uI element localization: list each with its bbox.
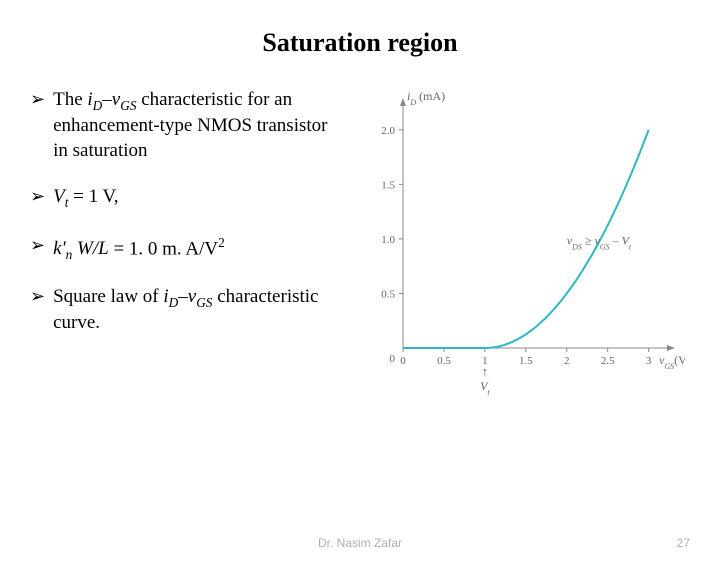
svg-text:2.0: 2.0 bbox=[381, 125, 395, 137]
bullet-marker-icon: ➢ bbox=[30, 88, 45, 111]
bullet-marker-icon: ➢ bbox=[30, 234, 45, 257]
svg-text:↑: ↑ bbox=[482, 364, 489, 379]
svg-text:0.5: 0.5 bbox=[437, 355, 451, 367]
svg-text:1.5: 1.5 bbox=[519, 355, 533, 367]
svg-text:vDS ≥ vGS – Vt: vDS ≥ vGS – Vt bbox=[567, 233, 632, 251]
bullet-list: ➢ The iD–vGS characteristic for an enhanc… bbox=[20, 88, 340, 398]
bullet-text: k'n W/L = 1. 0 m. A/V2 bbox=[53, 234, 340, 263]
chart-container: 00.511.522.530.51.01.52.00iD (mA)vGS(V)↑… bbox=[340, 88, 700, 398]
svg-text:iD (mA): iD (mA) bbox=[407, 89, 445, 107]
footer-page-number: 27 bbox=[677, 536, 690, 550]
footer-author: Dr. Nasim Zafar bbox=[0, 536, 720, 550]
svg-text:3: 3 bbox=[646, 355, 652, 367]
bullet-item: ➢ The iD–vGS characteristic for an enhanc… bbox=[30, 88, 340, 163]
svg-text:0: 0 bbox=[390, 353, 396, 365]
svg-text:Vt: Vt bbox=[480, 379, 490, 397]
page-title: Saturation region bbox=[0, 28, 720, 58]
content-row: ➢ The iD–vGS characteristic for an enhanc… bbox=[0, 88, 720, 398]
bullet-text: Square law of iD–vGS characteristic curv… bbox=[53, 285, 340, 336]
bullet-item: ➢ Square law of iD–vGS characteristic cur… bbox=[30, 285, 340, 336]
svg-text:0.5: 0.5 bbox=[381, 288, 395, 300]
svg-text:1.0: 1.0 bbox=[381, 234, 395, 246]
bullet-marker-icon: ➢ bbox=[30, 185, 45, 208]
bullet-text: The iD–vGS characteristic for an enhance… bbox=[53, 88, 340, 163]
bullet-text: Vt = 1 V, bbox=[53, 185, 340, 211]
svg-text:vGS(V): vGS(V) bbox=[659, 353, 685, 371]
id-vgs-chart: 00.511.522.530.51.01.52.00iD (mA)vGS(V)↑… bbox=[355, 88, 685, 398]
svg-text:1.5: 1.5 bbox=[381, 179, 395, 191]
svg-text:2: 2 bbox=[564, 355, 570, 367]
bullet-item: ➢ k'n W/L = 1. 0 m. A/V2 bbox=[30, 234, 340, 263]
bullet-marker-icon: ➢ bbox=[30, 285, 45, 308]
svg-text:2.5: 2.5 bbox=[601, 355, 615, 367]
svg-text:0: 0 bbox=[400, 355, 406, 367]
bullet-item: ➢ Vt = 1 V, bbox=[30, 185, 340, 211]
